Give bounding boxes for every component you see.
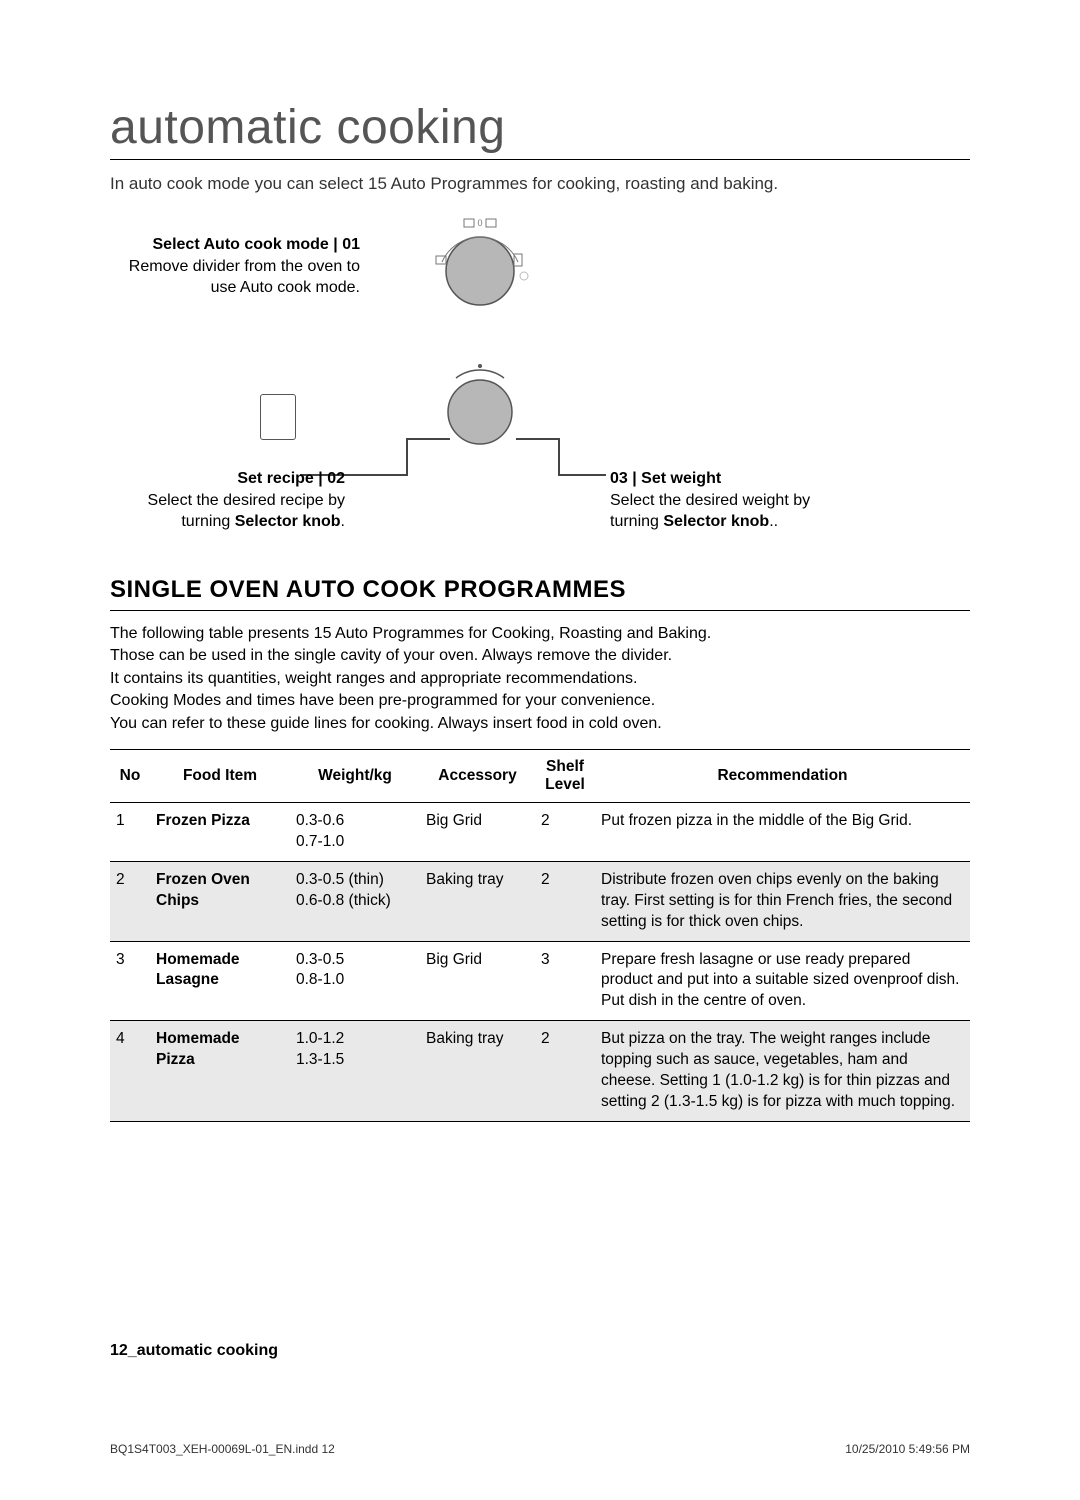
connector-line <box>408 438 450 440</box>
steps-diagram: Select Auto cook mode | 01 Remove divide… <box>110 216 970 556</box>
table-cell: 2 <box>535 802 595 861</box>
intro-line: You can refer to these guide lines for c… <box>110 713 970 735</box>
step2-heading: Set recipe | 02 <box>110 468 345 490</box>
table-cell: 2 <box>110 861 150 941</box>
footer-page-label: 12_automatic cooking <box>110 1342 278 1360</box>
table-cell: Put frozen pizza in the middle of the Bi… <box>595 802 970 861</box>
col-weight: Weight/kg <box>290 749 420 802</box>
table-cell: 2 <box>535 861 595 941</box>
table-row: 3HomemadeLasagne0.3-0.50.8-1.0Big Grid3P… <box>110 941 970 1021</box>
intro-line: The following table presents 15 Auto Pro… <box>110 623 970 645</box>
step2-block: Set recipe | 02 Select the desired recip… <box>110 468 345 533</box>
table-row: 2Frozen OvenChips0.3-0.5 (thin)0.6-0.8 (… <box>110 861 970 941</box>
table-cell: HomemadeLasagne <box>150 941 290 1021</box>
table-cell: 4 <box>110 1021 150 1122</box>
table-intro: The following table presents 15 Auto Pro… <box>110 623 970 735</box>
section-heading: SINGLE OVEN AUTO COOK PROGRAMMES <box>110 576 970 611</box>
step2-body: Select the desired recipe by turning Sel… <box>110 490 345 533</box>
col-recommendation: Recommendation <box>595 749 970 802</box>
intro-text: In auto cook mode you can select 15 Auto… <box>110 174 970 194</box>
table-row: 4HomemadePizza1.0-1.21.3-1.5Baking tray2… <box>110 1021 970 1122</box>
selector-knob-icon <box>420 356 540 461</box>
mode-dial-icon: 0 <box>420 216 540 331</box>
table-cell: But pizza on the tray. The weight ranges… <box>595 1021 970 1122</box>
table-cell: Baking tray <box>420 861 535 941</box>
step3-block: 03 | Set weight Select the desired weigh… <box>610 468 870 533</box>
connector-line <box>516 438 558 440</box>
connector-line <box>558 438 560 476</box>
footer-filename: BQ1S4T003_XEH-00069L-01_EN.indd 12 <box>110 1442 335 1456</box>
table-cell: 1 <box>110 802 150 861</box>
table-cell: Frozen Pizza <box>150 802 290 861</box>
col-food: Food Item <box>150 749 290 802</box>
step1-heading: Select Auto cook mode | 01 <box>110 234 360 256</box>
display-icon <box>260 394 296 440</box>
table-cell: Prepare fresh lasagne or use ready prepa… <box>595 941 970 1021</box>
connector-line <box>406 438 408 476</box>
table-cell: 3 <box>535 941 595 1021</box>
intro-line: Cooking Modes and times have been pre-pr… <box>110 690 970 712</box>
table-cell: Baking tray <box>420 1021 535 1122</box>
step3-body: Select the desired weight by turning Sel… <box>610 490 870 533</box>
step1-body: Remove divider from the oven to use Auto… <box>110 256 360 299</box>
step3-heading: 03 | Set weight <box>610 468 870 490</box>
page-title: automatic cooking <box>110 100 970 160</box>
programmes-table: No Food Item Weight/kg Accessory ShelfLe… <box>110 749 970 1122</box>
connector-line <box>558 474 606 476</box>
table-cell: 0.3-0.50.8-1.0 <box>290 941 420 1021</box>
col-accessory: Accessory <box>420 749 535 802</box>
intro-line: It contains its quantities, weight range… <box>110 668 970 690</box>
table-cell: Frozen OvenChips <box>150 861 290 941</box>
table-cell: Distribute frozen oven chips evenly on t… <box>595 861 970 941</box>
table-row: 1Frozen Pizza0.3-0.60.7-1.0Big Grid2Put … <box>110 802 970 861</box>
table-cell: Big Grid <box>420 802 535 861</box>
col-no: No <box>110 749 150 802</box>
intro-line: Those can be used in the single cavity o… <box>110 645 970 667</box>
table-cell: HomemadePizza <box>150 1021 290 1122</box>
table-cell: Big Grid <box>420 941 535 1021</box>
table-cell: 1.0-1.21.3-1.5 <box>290 1021 420 1122</box>
table-cell: 0.3-0.5 (thin)0.6-0.8 (thick) <box>290 861 420 941</box>
table-cell: 3 <box>110 941 150 1021</box>
footer-timestamp: 10/25/2010 5:49:56 PM <box>845 1442 970 1456</box>
table-cell: 0.3-0.60.7-1.0 <box>290 802 420 861</box>
svg-text:0: 0 <box>477 218 482 228</box>
step1-block: Select Auto cook mode | 01 Remove divide… <box>110 234 360 299</box>
table-cell: 2 <box>535 1021 595 1122</box>
col-shelf: ShelfLevel <box>535 749 595 802</box>
table-header-row: No Food Item Weight/kg Accessory ShelfLe… <box>110 749 970 802</box>
